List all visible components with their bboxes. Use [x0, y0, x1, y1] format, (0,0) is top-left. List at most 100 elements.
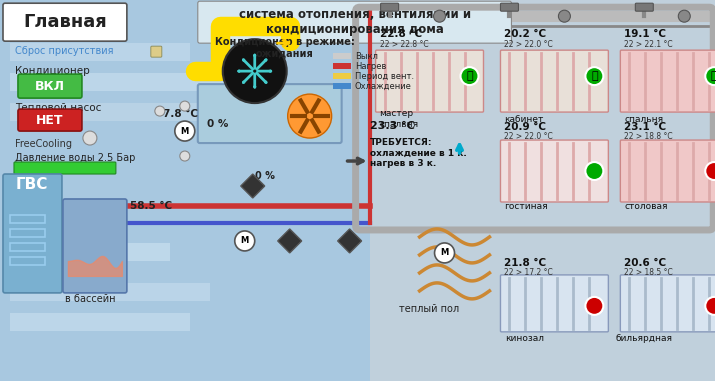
FancyBboxPatch shape — [18, 109, 82, 131]
FancyBboxPatch shape — [198, 1, 511, 43]
FancyBboxPatch shape — [620, 50, 716, 112]
Text: Выкл: Выкл — [354, 52, 377, 61]
Polygon shape — [338, 229, 362, 253]
Text: Сброс присутствия: Сброс присутствия — [15, 46, 113, 56]
Text: 🚶: 🚶 — [466, 71, 473, 81]
FancyBboxPatch shape — [500, 50, 609, 112]
Text: 20.9 °C: 20.9 °C — [505, 122, 546, 132]
Text: Главная: Главная — [23, 13, 107, 31]
Polygon shape — [10, 313, 190, 331]
Text: Нагрев: Нагрев — [354, 62, 386, 70]
Text: 23.3 °C: 23.3 °C — [369, 121, 415, 131]
Text: FreeCooling: FreeCooling — [15, 139, 72, 149]
FancyBboxPatch shape — [620, 275, 716, 332]
FancyBboxPatch shape — [333, 83, 351, 89]
Circle shape — [223, 39, 286, 103]
Text: теплый пол: теплый пол — [400, 304, 460, 314]
FancyBboxPatch shape — [198, 84, 342, 143]
FancyBboxPatch shape — [151, 46, 162, 57]
Circle shape — [180, 151, 190, 161]
FancyBboxPatch shape — [63, 199, 127, 293]
Text: Давление воды 2.5 Бар: Давление воды 2.5 Бар — [15, 153, 135, 163]
Text: 🚶: 🚶 — [711, 71, 716, 81]
Text: Тепловой насос: Тепловой насос — [15, 103, 102, 113]
FancyBboxPatch shape — [620, 140, 716, 202]
FancyBboxPatch shape — [14, 162, 116, 174]
Polygon shape — [369, 0, 715, 381]
Text: кинозал: кинозал — [505, 335, 544, 343]
Text: в бассейн: в бассейн — [65, 294, 115, 304]
FancyArrowPatch shape — [243, 73, 253, 83]
Circle shape — [586, 297, 604, 315]
FancyBboxPatch shape — [333, 63, 351, 69]
FancyBboxPatch shape — [376, 50, 483, 112]
Text: 20.6 °C: 20.6 °C — [624, 258, 667, 268]
Text: 22 > 22.1 °C: 22 > 22.1 °C — [624, 40, 673, 49]
FancyBboxPatch shape — [500, 140, 609, 202]
Text: ВКЛ: ВКЛ — [35, 80, 65, 93]
Text: Период вент.: Период вент. — [354, 72, 414, 81]
FancyBboxPatch shape — [18, 74, 82, 98]
Text: M: M — [241, 237, 249, 245]
Circle shape — [705, 162, 716, 180]
Circle shape — [460, 67, 478, 85]
Text: ТРЕБУЕТСЯ:
охлаждение в 1 к.
нагрев в 3 к.: ТРЕБУЕТСЯ: охлаждение в 1 к. нагрев в 3 … — [369, 138, 466, 168]
FancyBboxPatch shape — [3, 3, 127, 41]
Polygon shape — [10, 103, 210, 121]
Circle shape — [434, 10, 445, 22]
Text: M: M — [440, 248, 449, 258]
Circle shape — [705, 297, 716, 315]
Polygon shape — [278, 229, 301, 253]
Text: 7.8 °C: 7.8 °C — [163, 109, 198, 119]
Circle shape — [288, 94, 332, 138]
Polygon shape — [10, 43, 190, 61]
FancyBboxPatch shape — [333, 73, 351, 79]
Text: 22.8 °C: 22.8 °C — [379, 29, 422, 39]
Circle shape — [175, 121, 195, 141]
Circle shape — [435, 243, 455, 263]
Text: кабинет: кабинет — [505, 115, 544, 123]
Text: 20.2 °C: 20.2 °C — [505, 29, 546, 39]
Circle shape — [705, 67, 716, 85]
Circle shape — [180, 101, 190, 111]
Text: 0 %: 0 % — [207, 119, 228, 129]
Polygon shape — [10, 73, 230, 91]
Text: 🚶: 🚶 — [591, 71, 598, 81]
Polygon shape — [10, 243, 170, 261]
FancyBboxPatch shape — [381, 3, 399, 11]
Text: мастер
спальня: мастер спальня — [379, 109, 419, 129]
Text: 0 %: 0 % — [255, 171, 275, 181]
Circle shape — [678, 10, 690, 22]
Circle shape — [586, 162, 604, 180]
FancyArrowPatch shape — [257, 60, 266, 69]
Polygon shape — [0, 0, 369, 381]
Text: бильярдная: бильярдная — [616, 335, 673, 343]
Circle shape — [83, 131, 97, 145]
Circle shape — [558, 10, 571, 22]
Text: 23.1 °C: 23.1 °C — [624, 122, 667, 132]
Text: Кондиционер в режиме:
ожидания: Кондиционер в режиме: ожидания — [215, 37, 354, 59]
FancyArrowPatch shape — [243, 60, 253, 69]
Circle shape — [155, 106, 165, 116]
Text: 22 > 18.5 °C: 22 > 18.5 °C — [624, 268, 673, 277]
FancyArrowPatch shape — [257, 73, 266, 83]
Text: гостиная: гостиная — [505, 202, 548, 211]
Text: система отопления, вентиляции и
кондиционирования дома: система отопления, вентиляции и кондицио… — [238, 8, 470, 36]
Text: 21.8 °C: 21.8 °C — [505, 258, 546, 268]
FancyBboxPatch shape — [635, 3, 653, 11]
Polygon shape — [10, 283, 210, 301]
Circle shape — [235, 231, 255, 251]
Text: ГВС: ГВС — [16, 176, 48, 192]
Text: столовая: столовая — [624, 202, 668, 211]
Text: 22 > 22.0 °C: 22 > 22.0 °C — [505, 40, 553, 49]
FancyBboxPatch shape — [333, 53, 351, 59]
Circle shape — [586, 67, 604, 85]
Text: Кондиционер: Кондиционер — [15, 66, 90, 76]
Text: 22 > 22.8 °C: 22 > 22.8 °C — [379, 40, 428, 49]
Text: спальня: спальня — [624, 115, 664, 123]
FancyBboxPatch shape — [3, 174, 62, 293]
FancyBboxPatch shape — [500, 275, 609, 332]
Text: НЕТ: НЕТ — [37, 114, 64, 126]
FancyBboxPatch shape — [500, 3, 518, 11]
Text: 19.1 °C: 19.1 °C — [624, 29, 667, 39]
